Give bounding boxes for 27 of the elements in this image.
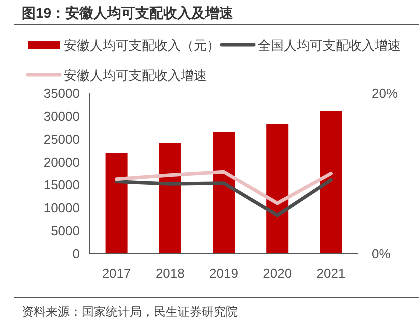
y-tick-label: 30000: [44, 108, 80, 124]
legend-label: 全国人均可支配收入增速: [258, 38, 401, 53]
bar: [159, 143, 182, 254]
x-tick-label: 2021: [316, 266, 346, 281]
bar: [320, 111, 342, 254]
line-series: [115, 170, 333, 206]
x-tick-label: 2018: [156, 266, 185, 281]
y-tick-label: 10000: [44, 200, 80, 216]
text: 资料来源：国家统计局，民生证券研究院: [22, 305, 238, 319]
x-tick-label: 2020: [263, 266, 292, 281]
bar: [213, 132, 235, 254]
y-tick-label: 5000: [51, 224, 80, 239]
y-tick-label: 0: [72, 246, 80, 262]
bar: [266, 124, 289, 254]
x-tick-label: 2019: [210, 266, 238, 281]
y-tick-label: 20000: [44, 154, 80, 170]
legend-label: 安徽人均可支配收入增速: [64, 68, 207, 83]
line-series: [115, 178, 333, 218]
y-tick-label: 25000: [44, 132, 80, 147]
x-tick-label: 2017: [102, 266, 132, 281]
y-tick-label: 35000: [44, 86, 80, 101]
legend-label: 安徽人均可支配收入（元）: [64, 38, 220, 53]
chart-title: 图19：安徽人均可支配收入及增速: [22, 5, 235, 21]
y-tick-label: 15000: [44, 178, 80, 193]
bar: [106, 153, 128, 254]
y2-tick-label: 20%: [372, 86, 398, 101]
y2-tick-label: 0%: [372, 246, 392, 262]
